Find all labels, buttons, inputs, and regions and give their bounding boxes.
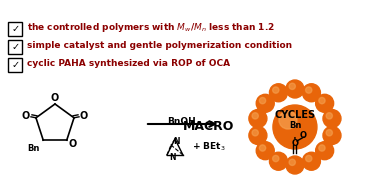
Text: Bn: Bn	[289, 121, 301, 129]
Circle shape	[269, 84, 287, 102]
Circle shape	[279, 111, 297, 129]
FancyBboxPatch shape	[8, 40, 22, 54]
Circle shape	[315, 142, 334, 160]
Circle shape	[256, 142, 274, 160]
Circle shape	[319, 145, 325, 151]
FancyBboxPatch shape	[8, 58, 22, 72]
Text: O: O	[22, 111, 30, 121]
Text: $\checkmark$: $\checkmark$	[11, 41, 19, 51]
Circle shape	[273, 87, 279, 93]
Circle shape	[303, 152, 320, 170]
Text: CYCLES: CYCLES	[275, 110, 315, 120]
Text: $\checkmark$: $\checkmark$	[11, 59, 19, 69]
Text: $\checkmark$: $\checkmark$	[11, 23, 19, 33]
Circle shape	[326, 130, 332, 136]
Text: cyclic PAHA synthesized via ROP of OCA: cyclic PAHA synthesized via ROP of OCA	[27, 60, 230, 68]
Circle shape	[323, 110, 341, 128]
Circle shape	[286, 80, 304, 98]
Circle shape	[273, 155, 279, 162]
Text: N: N	[170, 153, 176, 161]
Text: O: O	[51, 93, 59, 103]
Circle shape	[289, 83, 296, 89]
Circle shape	[286, 156, 304, 174]
Circle shape	[259, 145, 266, 151]
Text: simple catalyst and gentle polymerization condition: simple catalyst and gentle polymerizatio…	[27, 42, 292, 50]
Text: O: O	[80, 111, 88, 121]
Text: N: N	[174, 138, 180, 146]
Circle shape	[269, 152, 287, 170]
Circle shape	[315, 94, 334, 112]
Circle shape	[326, 113, 332, 119]
Circle shape	[249, 110, 267, 128]
Circle shape	[289, 159, 296, 165]
Text: + BEt$_3$: + BEt$_3$	[192, 141, 225, 153]
Text: Bn: Bn	[27, 144, 39, 153]
Circle shape	[273, 105, 317, 149]
FancyBboxPatch shape	[8, 22, 22, 36]
Text: MACRO: MACRO	[183, 121, 234, 133]
Text: O: O	[292, 139, 299, 147]
Circle shape	[252, 113, 258, 119]
Circle shape	[256, 94, 274, 112]
Circle shape	[323, 126, 341, 144]
Circle shape	[303, 84, 320, 102]
Circle shape	[319, 98, 325, 104]
Circle shape	[306, 155, 312, 162]
Circle shape	[249, 126, 267, 144]
Text: O: O	[69, 139, 77, 149]
Circle shape	[306, 87, 312, 93]
Text: the controlled polymers with $\mathit{M_w}$/$\mathit{M_n}$ less than 1.2: the controlled polymers with $\mathit{M_…	[27, 22, 275, 35]
Circle shape	[252, 130, 258, 136]
Circle shape	[259, 98, 266, 104]
Text: O: O	[299, 130, 306, 139]
Text: BnOH: BnOH	[168, 117, 196, 126]
